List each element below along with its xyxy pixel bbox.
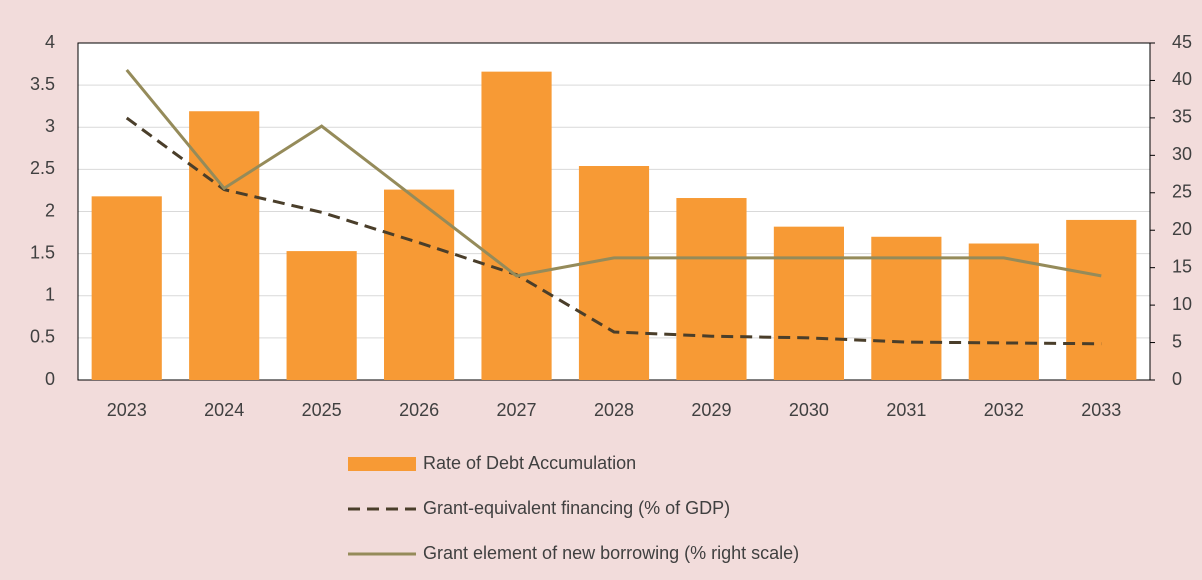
x-tick-label: 2024 (204, 400, 244, 420)
y-tick-label: 1 (45, 285, 55, 305)
y-tick-label: 0.5 (30, 327, 55, 347)
y-tick-label: 2 (45, 200, 55, 220)
bar (578, 166, 650, 380)
y2-tick-label: 20 (1172, 219, 1192, 239)
y2-tick-label: 25 (1172, 182, 1192, 202)
line-series (125, 116, 1102, 346)
y2-tick-label: 10 (1172, 294, 1192, 314)
legend-label: Grant-equivalent financing (% of GDP) (423, 498, 730, 518)
x-tick-label: 2025 (302, 400, 342, 420)
y-tick-label: 1.5 (30, 242, 55, 262)
bar (189, 111, 260, 381)
y-tick-label: 4 (45, 32, 55, 52)
bar (871, 236, 942, 380)
bar (91, 196, 162, 380)
x-tick-label: 2028 (594, 400, 634, 420)
x-tick-label: 2030 (789, 400, 829, 420)
y-tick-label: 2.5 (30, 158, 55, 178)
y2-tick-label: 45 (1172, 32, 1192, 52)
x-tick-label: 2031 (886, 400, 926, 420)
line-series (125, 69, 1102, 278)
x-tick-label: 2023 (107, 400, 147, 420)
y2-tick-label: 40 (1172, 69, 1192, 89)
bar (676, 198, 747, 380)
bar (773, 226, 844, 380)
legend-label: Rate of Debt Accumulation (423, 453, 636, 473)
y2-tick-label: 15 (1172, 256, 1192, 276)
y-tick-label: 0 (45, 369, 55, 389)
x-tick-label: 2032 (984, 400, 1024, 420)
x-tick-label: 2026 (399, 400, 439, 420)
y2-tick-label: 5 (1172, 331, 1182, 351)
y-tick-label: 3.5 (30, 74, 55, 94)
bar (481, 71, 552, 381)
y-tick-label: 3 (45, 116, 55, 136)
legend-swatch (348, 457, 416, 471)
x-tick-label: 2033 (1081, 400, 1121, 420)
bar (384, 189, 455, 380)
y2-tick-label: 0 (1172, 369, 1182, 389)
x-tick-label: 2027 (497, 400, 537, 420)
y2-tick-label: 30 (1172, 144, 1192, 164)
bar (968, 243, 1039, 380)
y2-tick-label: 35 (1172, 107, 1192, 127)
bar (1066, 219, 1137, 380)
x-tick-label: 2029 (691, 400, 731, 420)
bar (286, 251, 357, 380)
legend-label: Grant element of new borrowing (% right … (423, 543, 799, 563)
